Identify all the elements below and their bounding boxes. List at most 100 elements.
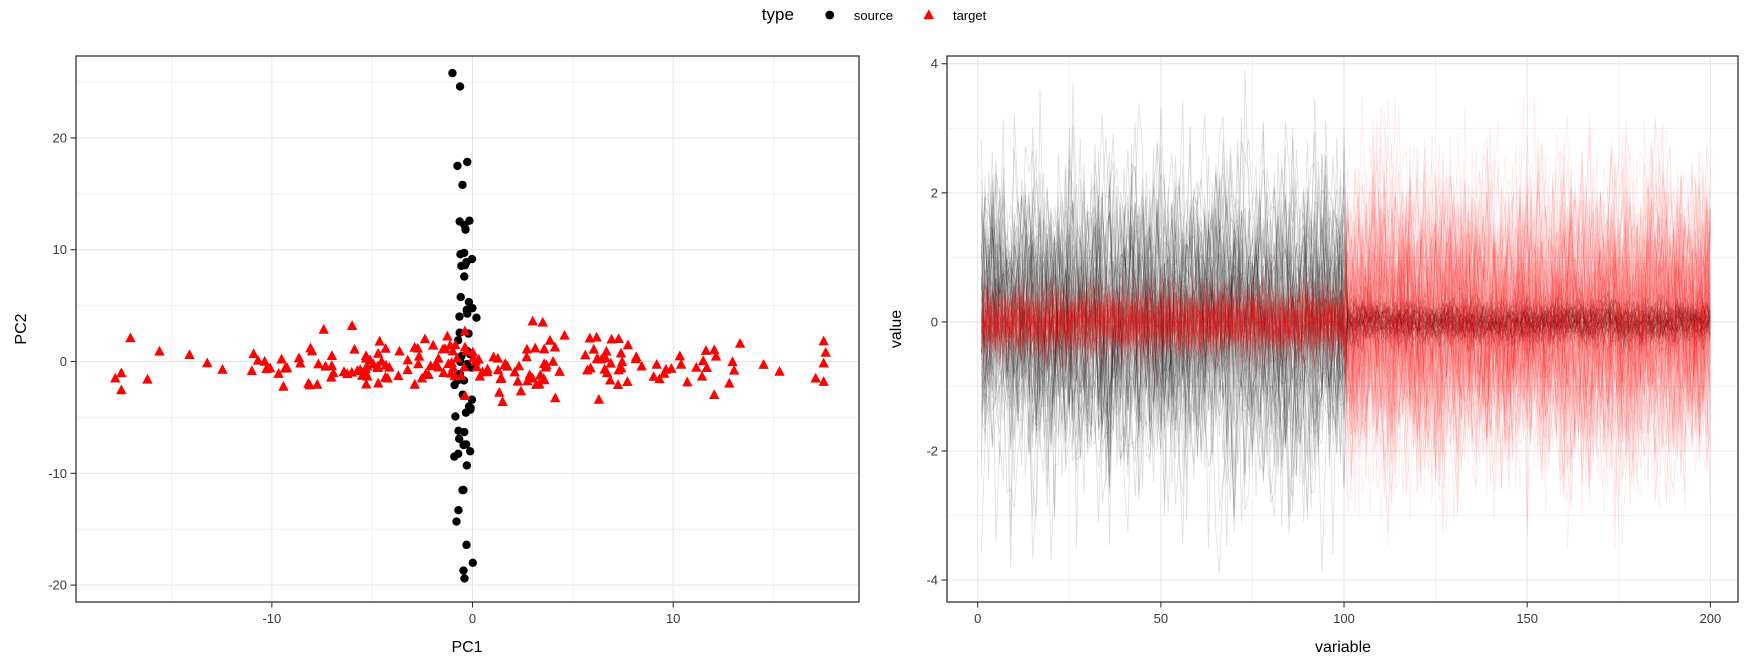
profile-line (981, 120, 1711, 518)
target-point (276, 353, 287, 364)
profile-line (981, 145, 1711, 462)
source-point (462, 540, 471, 550)
profile-line (981, 154, 1711, 491)
target-point (439, 343, 451, 354)
profile-line (981, 139, 1711, 546)
source-point (448, 68, 457, 78)
profile-line (981, 174, 1711, 519)
target-point (682, 376, 693, 387)
profile-line (981, 141, 1711, 515)
profile-line (981, 185, 1711, 454)
profile-line (981, 216, 1711, 486)
target-point (279, 362, 291, 373)
profile-line (981, 171, 1711, 508)
profile-line (981, 136, 1711, 482)
profile-line (981, 146, 1711, 523)
profile-line (981, 136, 1711, 455)
target-point (293, 352, 305, 363)
profile-line (981, 130, 1711, 490)
profile-line (981, 151, 1711, 473)
profile-line (981, 192, 1711, 502)
target-point (326, 350, 338, 360)
target-point (273, 368, 284, 378)
profile-line (981, 114, 1711, 559)
target-point (535, 369, 546, 380)
source-point (462, 257, 471, 267)
target-point (709, 389, 720, 400)
profile-line (981, 180, 1711, 494)
profile-line (981, 198, 1711, 435)
target-point (521, 343, 533, 354)
target-point (537, 316, 548, 327)
profile-line (981, 187, 1711, 522)
target-point (734, 337, 746, 348)
target-point (446, 357, 457, 367)
source-point (454, 506, 463, 515)
y-tick-label: 20 (53, 130, 67, 145)
source-point (460, 272, 469, 281)
target-point (482, 363, 493, 374)
target-point (459, 390, 471, 401)
profile-line (981, 158, 1711, 491)
profile-line (981, 178, 1711, 481)
profile-line (981, 151, 1711, 477)
profile-line (981, 152, 1711, 460)
profile-line (981, 106, 1711, 469)
profile-line (981, 188, 1711, 477)
source-point (463, 157, 472, 167)
target-point (585, 362, 596, 373)
profile-line (981, 133, 1711, 499)
x-tick-label: 100 (1333, 611, 1355, 626)
profile-line (981, 122, 1711, 470)
target-point (306, 345, 318, 356)
source-point (451, 412, 460, 421)
target-point (125, 332, 136, 343)
profile-line (981, 172, 1711, 501)
target-point (724, 377, 735, 388)
target-point (675, 358, 687, 369)
profile-line (981, 178, 1711, 520)
y-axis-title-pc2: PC2 (13, 313, 30, 345)
profile-line (981, 115, 1711, 506)
target-point (810, 372, 821, 383)
target-point (295, 357, 306, 368)
profile-line (981, 171, 1711, 485)
profile-line (981, 95, 1711, 529)
target-point (513, 360, 525, 371)
profile-line (981, 176, 1711, 547)
profile-line (981, 166, 1711, 448)
x-tick-label: 10 (666, 611, 680, 626)
profile-line (981, 135, 1711, 536)
profile-line (981, 150, 1711, 480)
target-point (416, 372, 428, 383)
profile-line (981, 137, 1711, 574)
target-point (700, 345, 712, 355)
profile-line (981, 150, 1711, 456)
y-tick-label: 10 (53, 242, 67, 257)
target-point (696, 370, 708, 381)
target-point (184, 349, 195, 360)
profile-line (981, 136, 1711, 456)
profile-line (981, 161, 1711, 548)
target-point (605, 357, 616, 368)
profile-line (981, 170, 1711, 454)
target-point (630, 353, 642, 364)
profile-line (981, 183, 1711, 532)
y-tick-label: -2 (926, 443, 938, 458)
target-point (488, 351, 499, 362)
source-point (461, 225, 470, 234)
profile-line (981, 181, 1711, 476)
target-point (820, 346, 831, 357)
profile-line (981, 121, 1711, 516)
profile-line (981, 145, 1711, 497)
x-tick-label: 0 (974, 611, 981, 626)
scatter-series-source (448, 68, 481, 583)
profile-line (981, 164, 1711, 503)
target-point (544, 334, 556, 345)
source-dot-icon (825, 10, 835, 20)
profile-line (981, 140, 1711, 506)
source-point (450, 452, 459, 461)
legend-label-source: source (853, 7, 893, 23)
target-point (660, 363, 672, 374)
